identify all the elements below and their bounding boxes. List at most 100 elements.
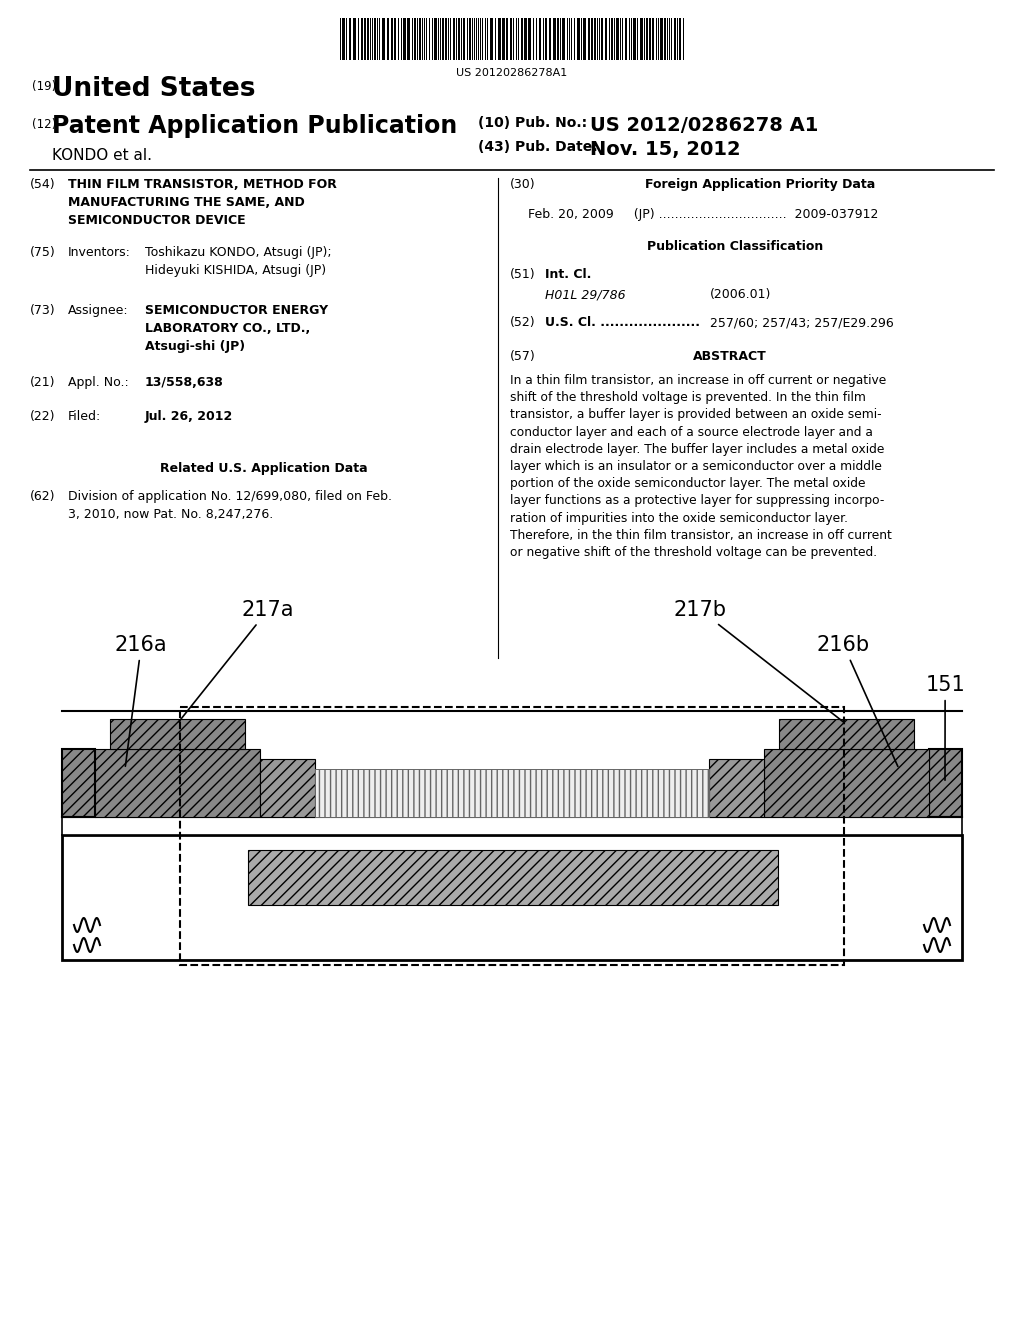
Text: KONDO et al.: KONDO et al. (52, 148, 152, 162)
Text: (62): (62) (30, 490, 55, 503)
Text: 216a: 216a (115, 635, 168, 766)
Bar (557, 18, 559, 59)
Text: 151: 151 (926, 675, 965, 780)
Text: (22): (22) (30, 411, 55, 422)
Text: Foreign Application Priority Data: Foreign Application Priority Data (645, 178, 876, 191)
Text: (12): (12) (32, 117, 56, 131)
Text: Nov. 15, 2012: Nov. 15, 2012 (590, 140, 740, 158)
Bar (625, 18, 627, 59)
Text: Filed:: Filed: (68, 411, 101, 422)
Text: (57): (57) (510, 350, 536, 363)
Text: 216b: 216b (817, 635, 898, 767)
Text: Jul. 26, 2012: Jul. 26, 2012 (145, 411, 233, 422)
Bar (445, 18, 447, 59)
Bar (539, 18, 541, 59)
Bar (528, 18, 531, 59)
Bar (577, 18, 580, 59)
Bar (611, 18, 613, 59)
Bar (553, 18, 556, 59)
Bar (583, 18, 586, 59)
Text: (43) Pub. Date:: (43) Pub. Date: (478, 140, 598, 154)
Bar (364, 18, 366, 59)
Text: (54): (54) (30, 178, 55, 191)
Bar (248, 850, 778, 906)
Bar (403, 18, 406, 59)
Bar (407, 18, 410, 59)
Text: (75): (75) (30, 246, 55, 259)
Text: (21): (21) (30, 376, 55, 389)
Bar (506, 18, 508, 59)
Text: U.S. Cl. .....................: U.S. Cl. ..................... (545, 315, 700, 329)
Bar (646, 18, 648, 59)
Bar (594, 18, 596, 59)
Bar (95, 748, 260, 817)
Text: US 20120286278A1: US 20120286278A1 (457, 69, 567, 78)
Bar (649, 18, 651, 59)
Bar (458, 18, 460, 59)
Bar (374, 18, 376, 59)
Bar (616, 18, 618, 59)
Bar (524, 18, 527, 59)
Text: In a thin film transistor, an increase in off current or negative
shift of the t: In a thin film transistor, an increase i… (510, 374, 892, 558)
Bar (588, 18, 590, 59)
Bar (510, 18, 512, 59)
Text: 13/558,638: 13/558,638 (145, 376, 224, 389)
Bar (391, 18, 393, 59)
Text: 217a: 217a (179, 601, 294, 722)
Bar (260, 759, 315, 817)
Bar (633, 18, 636, 59)
Bar (414, 18, 416, 59)
Bar (664, 18, 666, 59)
Bar (205, 789, 819, 817)
Text: Assignee:: Assignee: (68, 304, 129, 317)
Bar (709, 759, 764, 817)
Text: (52): (52) (510, 315, 536, 329)
Text: (30): (30) (510, 178, 536, 191)
Text: 257/60; 257/43; 257/E29.296: 257/60; 257/43; 257/E29.296 (710, 315, 894, 329)
Text: (10) Pub. No.:: (10) Pub. No.: (478, 116, 587, 129)
Bar (453, 18, 455, 59)
Bar (498, 18, 501, 59)
Bar (490, 18, 493, 59)
Bar (660, 18, 663, 59)
Bar (62, 817, 962, 836)
Bar (652, 18, 654, 59)
Text: H01L 29/786: H01L 29/786 (545, 288, 626, 301)
Bar (562, 18, 565, 59)
Bar (342, 18, 345, 59)
Text: Appl. No.:: Appl. No.: (68, 376, 129, 389)
Bar (502, 18, 505, 59)
Bar (315, 770, 709, 817)
Text: Publication Classification: Publication Classification (647, 240, 823, 253)
Bar (521, 18, 523, 59)
Text: Toshikazu KONDO, Atsugi (JP);
Hideyuki KISHIDA, Atsugi (JP): Toshikazu KONDO, Atsugi (JP); Hideyuki K… (145, 246, 332, 277)
Bar (591, 18, 593, 59)
Bar (353, 18, 356, 59)
Bar (434, 18, 437, 59)
Bar (419, 18, 421, 59)
Text: Patent Application Publication: Patent Application Publication (52, 114, 458, 139)
Bar (674, 18, 676, 59)
Text: SEMICONDUCTOR ENERGY
LABORATORY CO., LTD.,
Atsugi-shi (JP): SEMICONDUCTOR ENERGY LABORATORY CO., LTD… (145, 304, 328, 352)
Bar (679, 18, 681, 59)
Bar (605, 18, 607, 59)
Bar (463, 18, 465, 59)
Bar (180, 708, 844, 965)
Text: 217b: 217b (674, 601, 844, 722)
Text: ABSTRACT: ABSTRACT (693, 350, 767, 363)
Bar (601, 18, 603, 59)
Bar (62, 748, 95, 817)
Bar (545, 18, 547, 59)
Text: (2006.01): (2006.01) (710, 288, 771, 301)
Bar (110, 719, 245, 748)
Text: US 2012/0286278 A1: US 2012/0286278 A1 (590, 116, 818, 135)
Bar (549, 18, 551, 59)
Text: Division of application No. 12/699,080, filed on Feb.
3, 2010, now Pat. No. 8,24: Division of application No. 12/699,080, … (68, 490, 392, 521)
Text: (51): (51) (510, 268, 536, 281)
Text: Int. Cl.: Int. Cl. (545, 268, 592, 281)
Bar (394, 18, 396, 59)
Bar (442, 18, 444, 59)
Text: Inventors:: Inventors: (68, 246, 131, 259)
Bar (764, 748, 929, 817)
Bar (349, 18, 351, 59)
